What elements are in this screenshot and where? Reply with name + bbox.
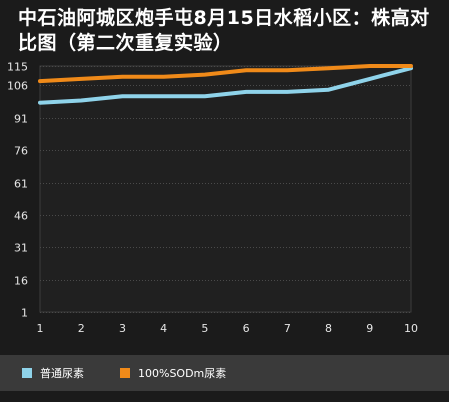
legend-label-series-1: 普通尿素 bbox=[40, 367, 84, 380]
x-tick-label: 9 bbox=[366, 322, 373, 335]
x-tick-label: 7 bbox=[284, 322, 291, 335]
x-tick-label: 10 bbox=[404, 322, 418, 335]
x-tick-label: 8 bbox=[325, 322, 332, 335]
legend-swatch-series-1 bbox=[22, 368, 32, 378]
legend: 普通尿素 100%SODm尿素 bbox=[0, 355, 449, 391]
x-tick-label: 5 bbox=[201, 322, 208, 335]
y-tick-label: 91 bbox=[14, 113, 28, 126]
legend-swatch-series-2 bbox=[120, 368, 130, 378]
y-tick-label: 16 bbox=[14, 275, 28, 288]
x-tick-label: 2 bbox=[78, 322, 85, 335]
x-tick-label: 1 bbox=[37, 322, 44, 335]
y-tick-label: 76 bbox=[14, 145, 28, 158]
y-tick-label: 106 bbox=[7, 80, 28, 93]
series-line-1 bbox=[38, 66, 413, 105]
y-tick-label: 61 bbox=[14, 178, 28, 191]
x-tick-label: 4 bbox=[160, 322, 167, 335]
chart-title: 中石油阿城区炮手屯8月15日水稻小区：株高对比图（第二次重复实验） bbox=[18, 7, 430, 54]
y-tick-label: 115 bbox=[7, 61, 28, 74]
plot-background bbox=[39, 65, 412, 313]
legend-item-series-2[interactable]: 100%SODm尿素 bbox=[120, 365, 226, 381]
footer-strip bbox=[0, 391, 449, 402]
series-line-2 bbox=[38, 64, 413, 84]
legend-label-series-2: 100%SODm尿素 bbox=[138, 367, 227, 380]
y-tick-label: 1 bbox=[21, 307, 28, 320]
x-tick-label: 3 bbox=[119, 322, 126, 335]
legend-item-series-1[interactable]: 普通尿素 bbox=[22, 365, 84, 381]
x-tick-label: 6 bbox=[243, 322, 250, 335]
y-tick-label: 31 bbox=[14, 242, 28, 255]
y-tick-label: 46 bbox=[14, 210, 28, 223]
